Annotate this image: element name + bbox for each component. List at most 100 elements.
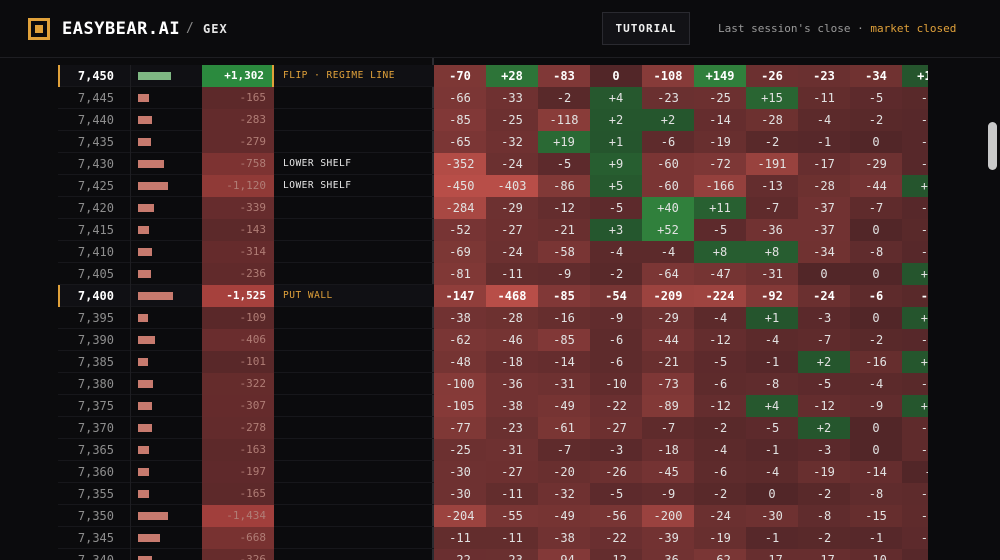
heatmap-cell[interactable]: -32 <box>486 131 538 153</box>
heatmap-cell[interactable]: -4 <box>850 373 902 395</box>
heatmap-cell[interactable]: -27 <box>486 461 538 483</box>
table-row[interactable]: 7,390 -406 -62-46-85-6-44-12-4-7-2-1 <box>58 329 928 351</box>
table-row[interactable]: 7,370-278-77-23-61-27-7-2-5+20-7 <box>58 417 928 439</box>
heatmap-cell[interactable]: - <box>902 461 928 483</box>
heatmap-cell[interactable]: -24 <box>486 241 538 263</box>
heatmap-cell[interactable]: -85 <box>434 109 486 131</box>
heatmap-cell[interactable]: -17 <box>798 153 850 175</box>
heatmap-cell[interactable]: -9 <box>538 263 590 285</box>
heatmap-cell[interactable]: +1 <box>902 307 928 329</box>
heatmap-cell[interactable]: -81 <box>434 263 486 285</box>
heatmap-cell[interactable]: -65 <box>434 131 486 153</box>
heatmap-cell[interactable]: +2 <box>902 395 928 417</box>
heatmap-cell[interactable]: -2 <box>746 131 798 153</box>
heatmap-cell[interactable]: -7 <box>798 329 850 351</box>
heatmap-cell[interactable]: -29 <box>642 307 694 329</box>
heatmap-cell[interactable]: -69 <box>434 241 486 263</box>
heatmap-cell[interactable]: -12 <box>798 395 850 417</box>
heatmap-cell[interactable]: -2 <box>694 417 746 439</box>
heatmap-cell[interactable]: -33 <box>486 87 538 109</box>
heatmap-cell[interactable]: -7 <box>902 439 928 461</box>
heatmap-cell[interactable]: -1 <box>850 527 902 549</box>
heatmap-cell[interactable]: -147 <box>434 285 486 307</box>
heatmap-cell[interactable]: -12 <box>590 549 642 560</box>
heatmap-cell[interactable]: -34 <box>850 65 902 87</box>
heatmap-cell[interactable]: -72 <box>694 153 746 175</box>
heatmap-cell[interactable]: +1 <box>902 263 928 285</box>
heatmap-cell[interactable]: -66 <box>434 87 486 109</box>
heatmap-cell[interactable]: -4 <box>746 461 798 483</box>
heatmap-cell[interactable]: -20 <box>538 461 590 483</box>
heatmap-cell[interactable]: +1 <box>590 131 642 153</box>
heatmap-cell[interactable]: +2 <box>902 351 928 373</box>
table-row[interactable]: 7,380 -322 -100-36-31-10-73-6-8-5-4-2 <box>58 373 928 395</box>
heatmap-cell[interactable]: -1 <box>902 549 928 560</box>
heatmap-cell[interactable]: -18 <box>486 351 538 373</box>
table-row[interactable]: 7,395-109-38-28-16-9-29-4+1-30+1 <box>58 307 928 329</box>
table-row[interactable]: 7,360 -197 -30-27-20-26-45-6-4-19-14- <box>58 461 928 483</box>
heatmap-cell[interactable]: -28 <box>746 109 798 131</box>
heatmap-cell[interactable]: -32 <box>538 483 590 505</box>
heatmap-cell[interactable]: -12 <box>694 395 746 417</box>
heatmap-cell[interactable]: -1 <box>902 197 928 219</box>
heatmap-cell[interactable]: -61 <box>538 417 590 439</box>
heatmap-cell[interactable]: -1 <box>746 527 798 549</box>
heatmap-cell[interactable]: -86 <box>538 175 590 197</box>
table-row[interactable]: 7,430 -758 LOWER SHELF -352 -24 -5 +9 -60 -72 -19… <box>58 153 928 175</box>
heatmap-cell[interactable]: -284 <box>434 197 486 219</box>
heatmap-cell[interactable]: -209 <box>642 285 694 307</box>
heatmap-cell[interactable]: +52 <box>642 219 694 241</box>
heatmap-cell[interactable]: -28 <box>486 307 538 329</box>
heatmap-cell[interactable]: 0 <box>850 307 902 329</box>
table-row[interactable]: 7,425 -1,120 LOWER SHELF -450 -403 -86 +5 -60 -1… <box>58 175 928 197</box>
heatmap-cell[interactable]: 0 <box>850 131 902 153</box>
table-row[interactable]: 7,345-668-11-11-38-22-39-19-1-2-1-5 <box>58 527 928 549</box>
heatmap-cell[interactable]: -14 <box>694 109 746 131</box>
heatmap-cell[interactable]: -5 <box>538 153 590 175</box>
heatmap-cell[interactable]: -83 <box>538 65 590 87</box>
heatmap-cell[interactable]: -11 <box>434 527 486 549</box>
heatmap-cell[interactable]: -23 <box>642 87 694 109</box>
heatmap-cell[interactable]: -22 <box>434 549 486 560</box>
heatmap-cell[interactable]: +9 <box>590 153 642 175</box>
heatmap-cell[interactable]: -38 <box>434 307 486 329</box>
heatmap-cell[interactable]: -22 <box>590 527 642 549</box>
heatmap-cell[interactable]: -36 <box>486 373 538 395</box>
heatmap-cell[interactable]: 0 <box>590 65 642 87</box>
heatmap-cell[interactable]: -24 <box>798 285 850 307</box>
heatmap-cell[interactable]: -352 <box>434 153 486 175</box>
heatmap-cell[interactable]: +2 <box>590 109 642 131</box>
table-row[interactable]: 7,445-165-66-33-2+4-23-25+15-11-5-2 <box>58 87 928 109</box>
heatmap-cell[interactable]: -1 <box>746 351 798 373</box>
table-row[interactable]: 7,415 -143 -52-27-21+3+52-5-36-370-2 <box>58 219 928 241</box>
heatmap-cell[interactable]: -7 <box>902 505 928 527</box>
heatmap-cell[interactable]: -15 <box>850 505 902 527</box>
heatmap-cell[interactable]: -30 <box>434 483 486 505</box>
heatmap-cell[interactable]: -85 <box>538 329 590 351</box>
heatmap-cell[interactable]: +28 <box>486 65 538 87</box>
heatmap-cell[interactable]: 0 <box>746 483 798 505</box>
heatmap-cell[interactable]: -44 <box>642 329 694 351</box>
heatmap-cell[interactable]: -36 <box>642 549 694 560</box>
heatmap-cell[interactable]: -89 <box>642 395 694 417</box>
heatmap-cell[interactable]: -17 <box>746 549 798 560</box>
heatmap-cell[interactable]: -6 <box>694 461 746 483</box>
heatmap-cell[interactable]: -30 <box>434 461 486 483</box>
heatmap-cell[interactable]: -11 <box>798 87 850 109</box>
heatmap-cell[interactable]: -73 <box>642 373 694 395</box>
heatmap-cell[interactable]: 0 <box>850 439 902 461</box>
heatmap-cell[interactable]: -36 <box>746 219 798 241</box>
heatmap-cell[interactable]: -1 <box>798 131 850 153</box>
heatmap-cell[interactable]: -166 <box>694 175 746 197</box>
heatmap-cell[interactable]: -31 <box>746 263 798 285</box>
heatmap-cell[interactable]: -8 <box>746 373 798 395</box>
heatmap-cell[interactable]: -191 <box>746 153 798 175</box>
heatmap-cell[interactable]: -4 <box>746 329 798 351</box>
heatmap-cell[interactable]: -5 <box>694 219 746 241</box>
heatmap-cell[interactable]: -2 <box>798 483 850 505</box>
heatmap-cell[interactable]: +2 <box>798 351 850 373</box>
heatmap-cell[interactable]: -3 <box>590 439 642 461</box>
heatmap-cell[interactable]: -2 <box>798 527 850 549</box>
heatmap-cell[interactable]: -4 <box>590 241 642 263</box>
